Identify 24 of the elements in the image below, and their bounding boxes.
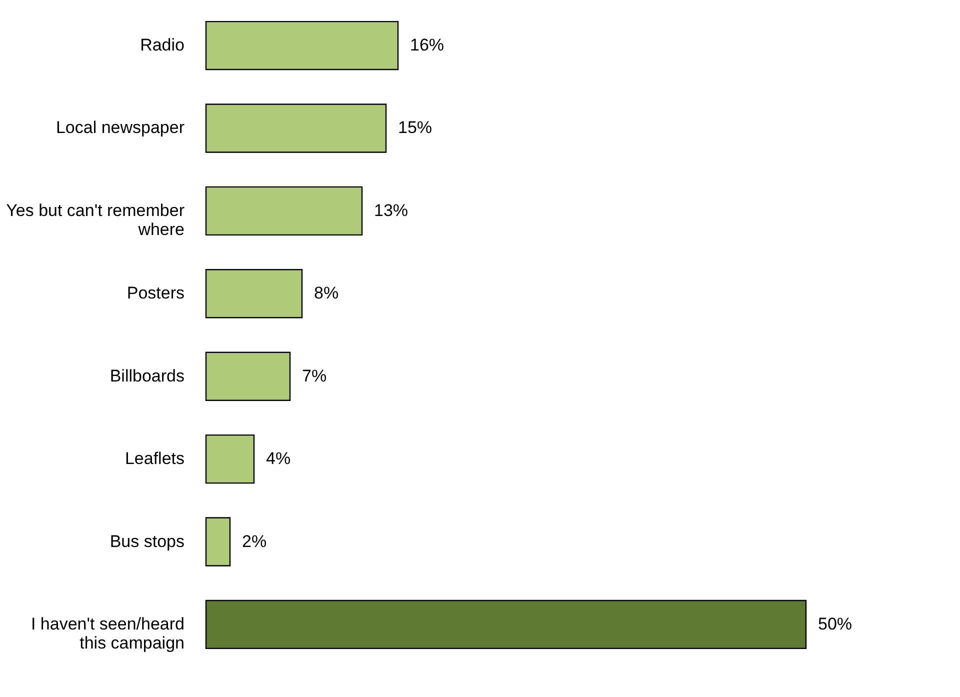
bar [205,104,387,153]
y-tick-label: Billboards [110,366,184,386]
y-tick-label: Yes but can't remember where [6,200,185,239]
y-tick-label: Bus stops [110,532,184,551]
data-label: 7% [302,366,327,386]
bar [205,20,399,70]
data-label: 15% [398,118,432,138]
y-tick-label: Posters [126,284,184,303]
data-label: 50% [818,614,852,634]
y-tick-label: Leaflets [124,449,184,468]
y-tick-label: Radio [140,36,184,55]
data-label: 13% [374,200,408,220]
bar [205,517,231,566]
bar [205,186,363,236]
data-label: 2% [242,532,267,551]
bar [205,269,303,318]
y-tick-label: Local newspaper [56,118,185,138]
data-label: 16% [410,36,444,55]
bar [205,434,255,484]
bar [205,352,291,401]
data-label: 4% [266,449,291,468]
bar [205,600,807,650]
y-tick-label: I haven't seen/heard this campaign [30,614,184,652]
data-label: 8% [314,284,339,303]
